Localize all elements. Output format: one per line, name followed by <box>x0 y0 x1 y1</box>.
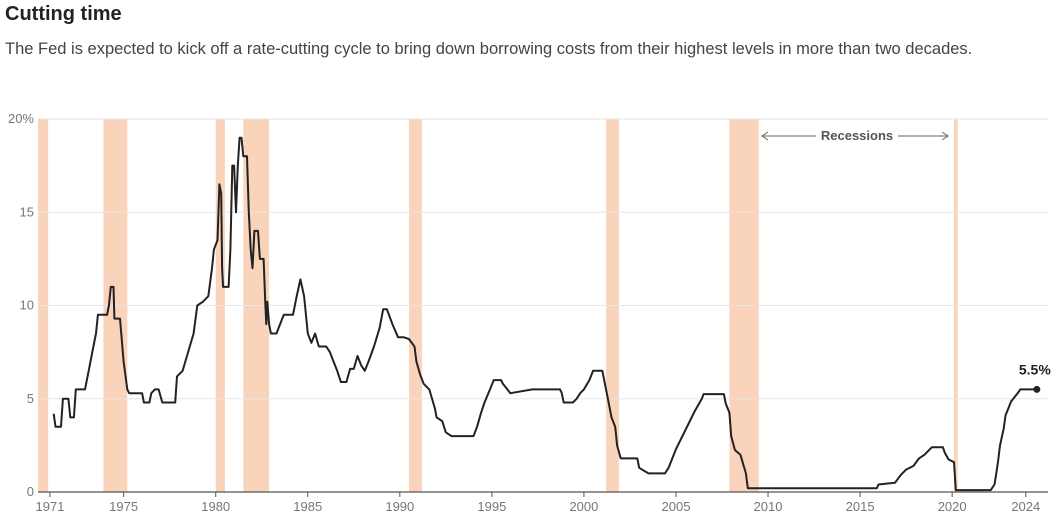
x-tick-label: 1995 <box>477 499 506 514</box>
x-tick-label: 1971 <box>36 499 65 514</box>
x-tick-label: 2015 <box>846 499 875 514</box>
y-tick-label: 20% <box>8 111 34 126</box>
chart-title: Cutting time <box>5 3 122 25</box>
chart-subtitle: The Fed is expected to kick off a rate-c… <box>5 40 973 58</box>
end-value-label: 5.5% <box>1019 361 1051 377</box>
x-tick-label: 2024 <box>1011 499 1040 514</box>
x-axis-ticks: 1971 1975 1980 1985 1990 1995 2000 2005 2010 2015… <box>36 492 1040 514</box>
x-tick-label: 1985 <box>293 499 322 514</box>
x-tick-label: 2010 <box>754 499 783 514</box>
y-tick-label: 10 <box>20 298 34 313</box>
recessions-label: Recessions <box>821 128 893 143</box>
series-line-layer: 5.5% <box>52 136 1051 492</box>
y-axis-ticks: 0 5 10 15 20% <box>8 111 34 499</box>
arrowhead-left-icon <box>761 131 769 141</box>
x-tick-label: 1980 <box>201 499 230 514</box>
end-point-marker <box>1033 385 1041 393</box>
arrowhead-right-icon <box>941 131 949 141</box>
y-tick-label: 5 <box>27 391 34 406</box>
y-tick-label: 0 <box>27 484 34 499</box>
x-tick-label: 1990 <box>385 499 414 514</box>
x-tick-label: 2005 <box>662 499 691 514</box>
y-tick-label: 15 <box>20 204 34 219</box>
x-tick-label: 1975 <box>109 499 138 514</box>
x-tick-label: 2020 <box>938 499 967 514</box>
grid-lines <box>38 118 1048 493</box>
fed-rate-line <box>52 136 1037 492</box>
recessions-annotation: Recessions <box>761 128 949 143</box>
x-tick-label: 2000 <box>569 499 598 514</box>
